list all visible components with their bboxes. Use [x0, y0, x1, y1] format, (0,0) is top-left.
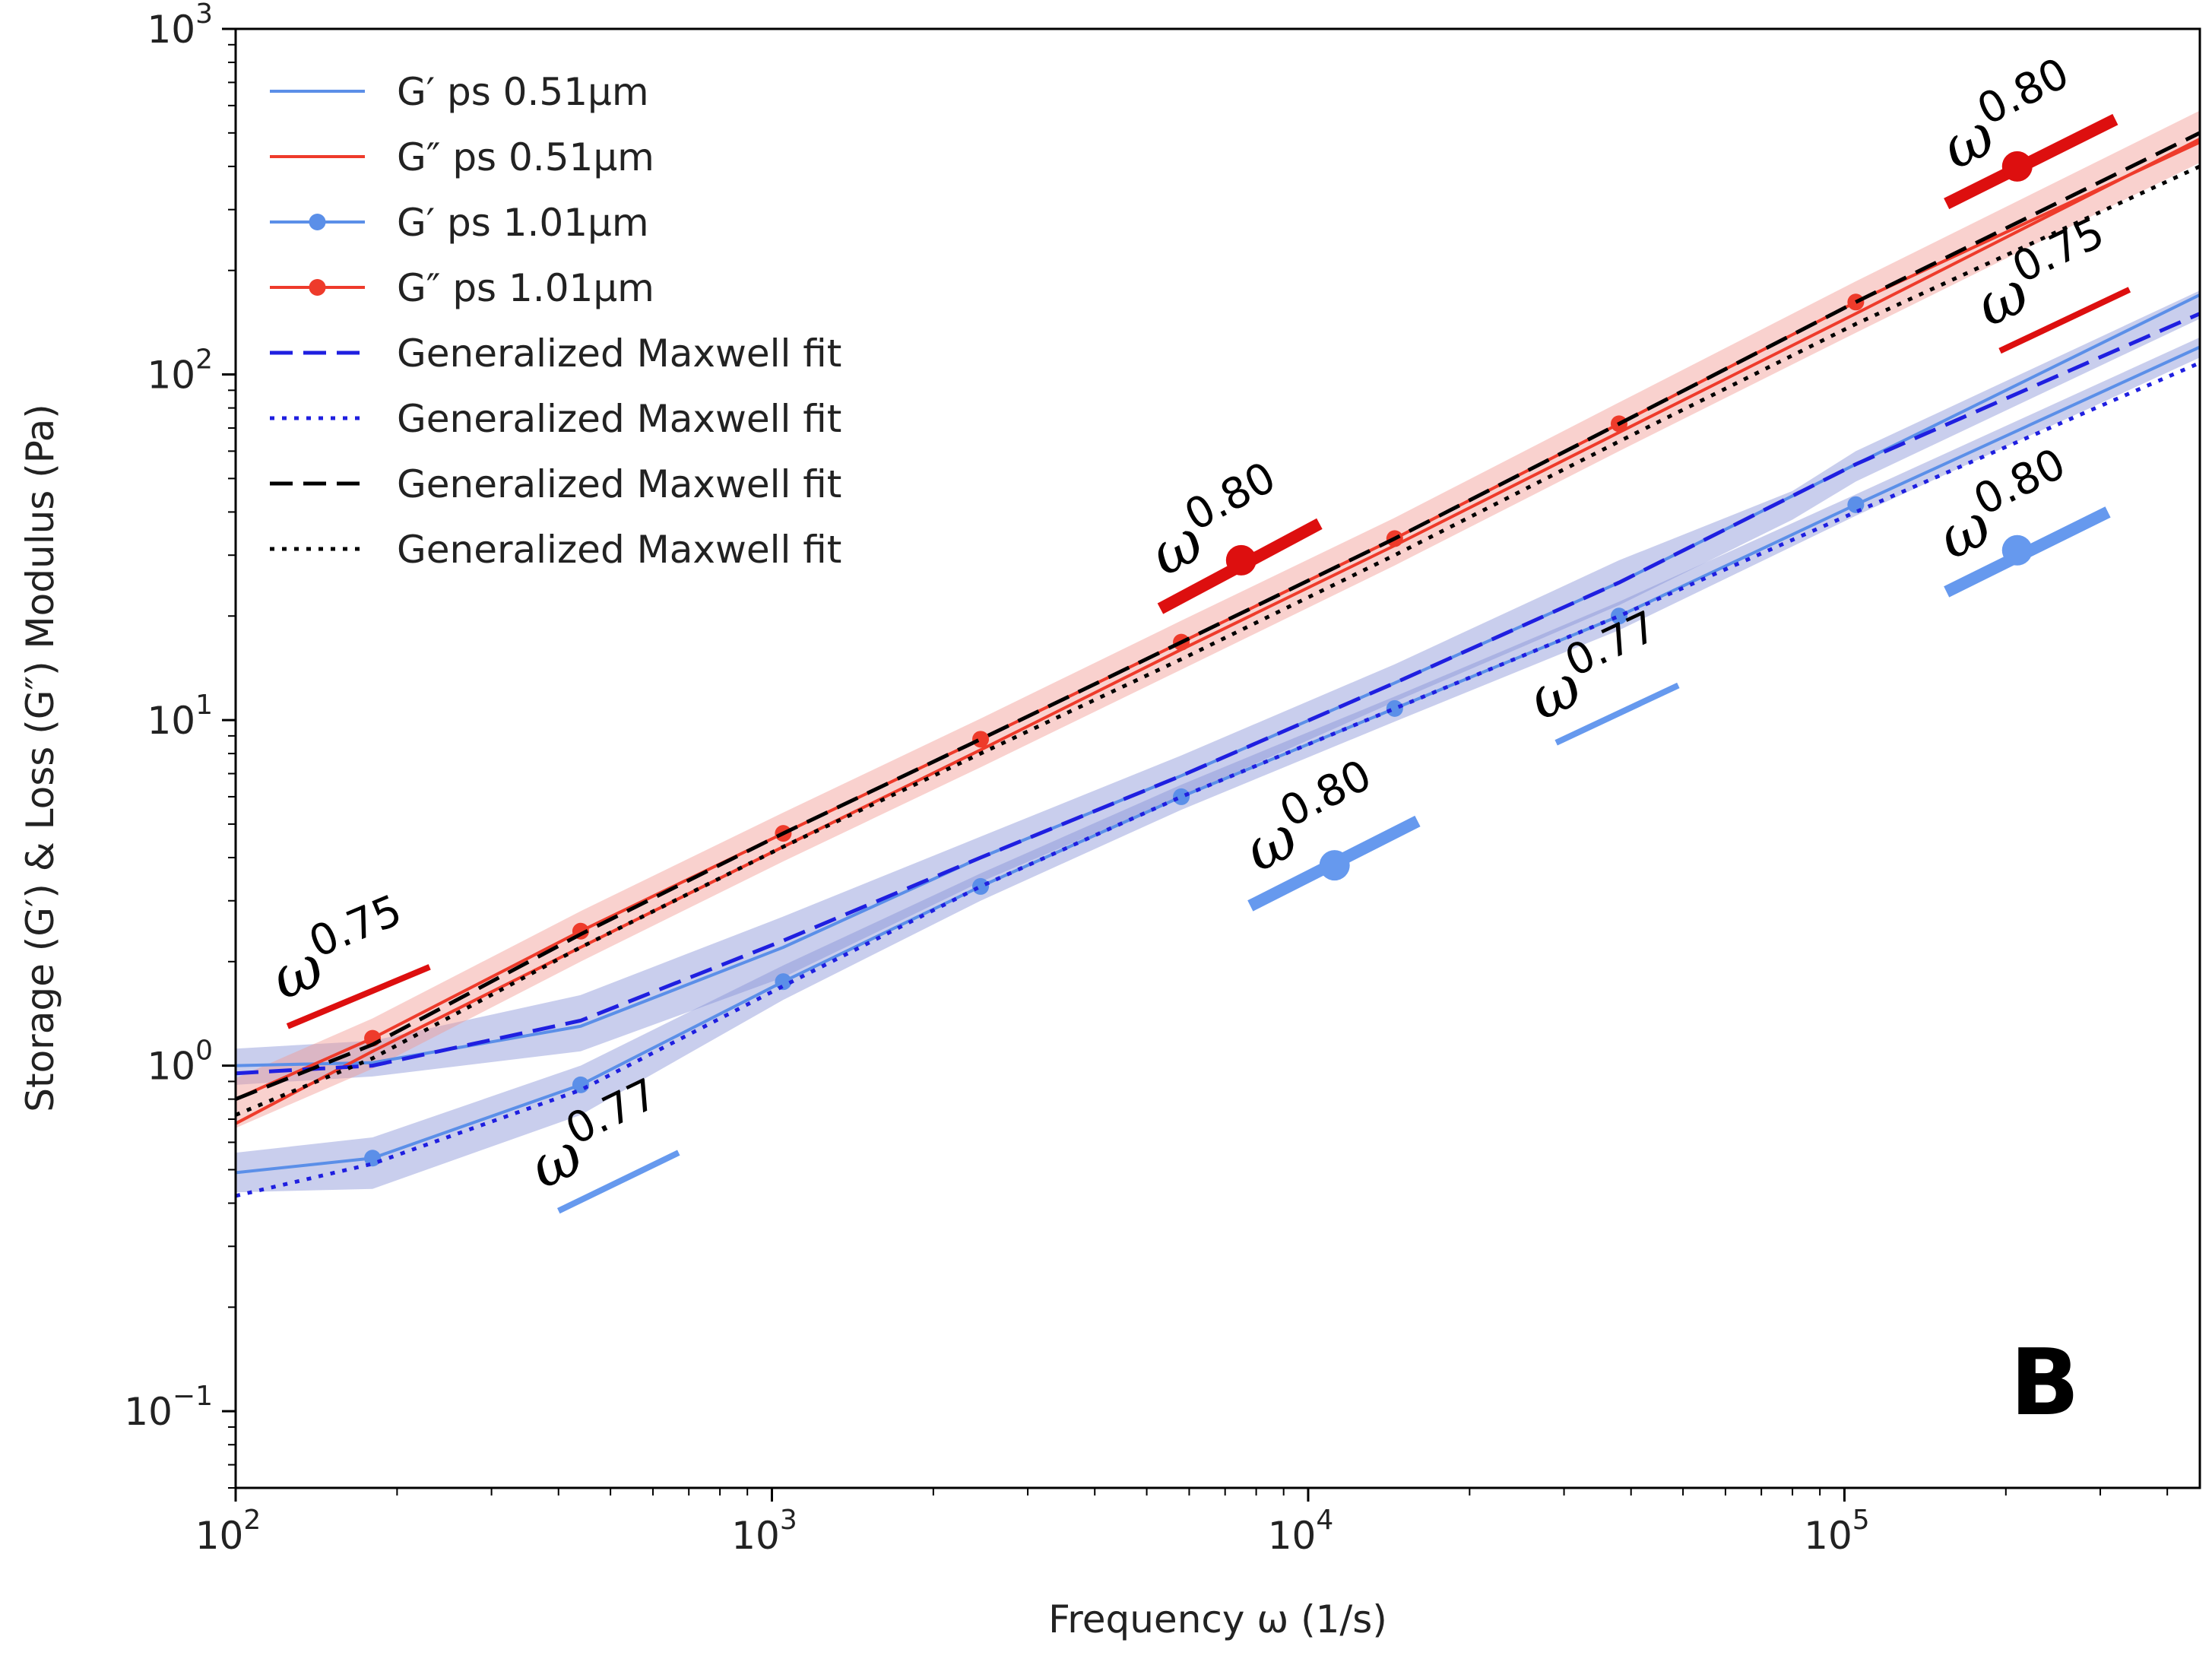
series-line-8 — [236, 164, 2200, 1117]
slope-marker-8 — [2001, 534, 2033, 566]
data-point — [775, 973, 792, 991]
x-axis-title: Frequency ω (1/s) — [1048, 1597, 1387, 1641]
slope-marker-3 — [2001, 151, 2033, 182]
legend-label-8: Generalized Maxwell fit — [397, 528, 841, 572]
plot-frame — [234, 27, 2201, 1489]
x-tick-label: 104 — [1268, 1505, 1334, 1558]
data-point — [1173, 788, 1190, 805]
slope-line-5 — [556, 1150, 680, 1214]
series-line-7 — [236, 131, 2200, 1102]
y-axis-title: Storage (G′) & Loss (G″) Modulus (Pa) — [18, 404, 62, 1112]
series-line-3 — [236, 345, 2200, 1175]
panel-label: B — [2010, 1331, 2079, 1436]
y-tick-label: 10−1 — [124, 1381, 213, 1434]
legend-label-1: G′ ps 0.51μm — [397, 70, 649, 114]
legend-label-5: Generalized Maxwell fit — [397, 331, 841, 376]
data-point — [972, 731, 990, 748]
legend-label-6: Generalized Maxwell fit — [397, 397, 841, 441]
legend-marker — [309, 214, 326, 230]
y-tick-label: 101 — [147, 690, 213, 743]
series-lines — [236, 131, 2200, 1198]
data-point — [1386, 699, 1403, 717]
series-line-2 — [236, 138, 2200, 1125]
series-line-6 — [236, 361, 2200, 1198]
legend-label-7: Generalized Maxwell fit — [397, 462, 841, 506]
legend-label-4: G″ ps 1.01μm — [397, 266, 654, 310]
legend-label-2: G″ ps 0.51μm — [397, 135, 654, 179]
legend-label-3: G′ ps 1.01μm — [397, 201, 649, 245]
x-axis: 102 103 104 105 — [195, 1488, 2169, 1558]
legend: G′ ps 0.51μm G″ ps 0.51μm G′ ps 1.01μm G″ p… — [270, 70, 841, 572]
x-tick-label: 103 — [731, 1505, 797, 1558]
data-point — [1610, 607, 1627, 625]
slope-line-7 — [1554, 682, 1680, 746]
data-point — [1847, 496, 1865, 513]
data-point — [972, 877, 990, 895]
slope-label-1: ω0.75 — [258, 886, 420, 1014]
slope-line-4 — [1998, 287, 2131, 354]
slope-marker-2 — [1225, 544, 1257, 576]
slope-marker-6 — [1319, 850, 1350, 881]
slope-line-1 — [286, 964, 431, 1029]
series-line-5 — [236, 312, 2200, 1076]
confidence-band-3 — [236, 110, 2200, 1128]
x-tick-label: 102 — [195, 1505, 261, 1558]
y-axis: 10−1 100 101 102 103 — [124, 0, 236, 1489]
legend-marker — [309, 279, 326, 296]
y-tick-label: 102 — [147, 344, 213, 398]
data-point — [364, 1150, 382, 1167]
x-tick-label: 105 — [1804, 1505, 1870, 1558]
slope-label-2: ω0.80 — [1134, 452, 1298, 589]
y-tick-label: 103 — [147, 0, 213, 52]
y-tick-label: 100 — [147, 1036, 213, 1089]
